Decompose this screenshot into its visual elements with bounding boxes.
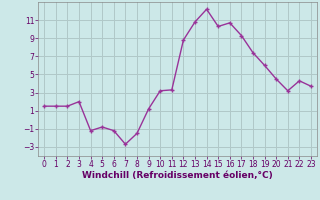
X-axis label: Windchill (Refroidissement éolien,°C): Windchill (Refroidissement éolien,°C) xyxy=(82,171,273,180)
